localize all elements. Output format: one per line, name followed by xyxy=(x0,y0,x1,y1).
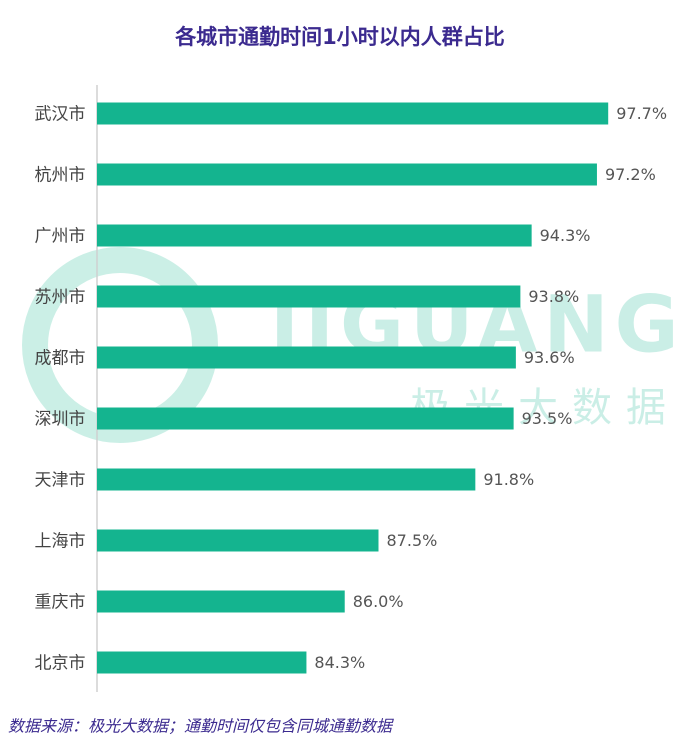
y-tick-label: 苏州市 xyxy=(35,288,86,308)
y-tick-label: 广州市 xyxy=(35,227,86,247)
value-label: 93.5% xyxy=(522,409,573,428)
source-note: 数据来源：极光大数据；通勤时间仅包含同城通勤数据 xyxy=(8,717,394,736)
bar xyxy=(97,163,597,186)
y-tick-label: 成都市 xyxy=(35,349,86,369)
watermark-logo xyxy=(22,247,218,443)
value-label: 97.7% xyxy=(616,104,667,123)
y-tick-label: 杭州市 xyxy=(35,166,86,186)
bar xyxy=(97,590,345,613)
value-label: 94.3% xyxy=(540,226,591,245)
value-label: 86.0% xyxy=(353,592,404,611)
bar xyxy=(97,285,521,308)
value-label: 84.3% xyxy=(314,653,365,672)
bar xyxy=(97,529,379,552)
value-label: 93.6% xyxy=(524,348,575,367)
y-tick-label: 上海市 xyxy=(35,532,86,552)
y-tick-label: 天津市 xyxy=(35,471,86,491)
y-tick-label: 重庆市 xyxy=(35,593,86,613)
value-label: 87.5% xyxy=(387,531,438,550)
y-tick-label: 北京市 xyxy=(35,654,86,674)
value-label: 91.8% xyxy=(483,470,534,489)
y-tick-label: 武汉市 xyxy=(35,105,86,125)
value-label: 93.8% xyxy=(528,287,579,306)
bar xyxy=(97,224,532,247)
y-tick-label: 深圳市 xyxy=(35,410,86,430)
bar xyxy=(97,468,476,491)
bar xyxy=(97,346,516,369)
chart-title: 各城市通勤时间1小时以内人群占比 xyxy=(174,25,505,49)
bar xyxy=(97,102,609,125)
value-label: 97.2% xyxy=(605,165,656,184)
bar xyxy=(97,407,514,430)
bar xyxy=(97,651,307,674)
